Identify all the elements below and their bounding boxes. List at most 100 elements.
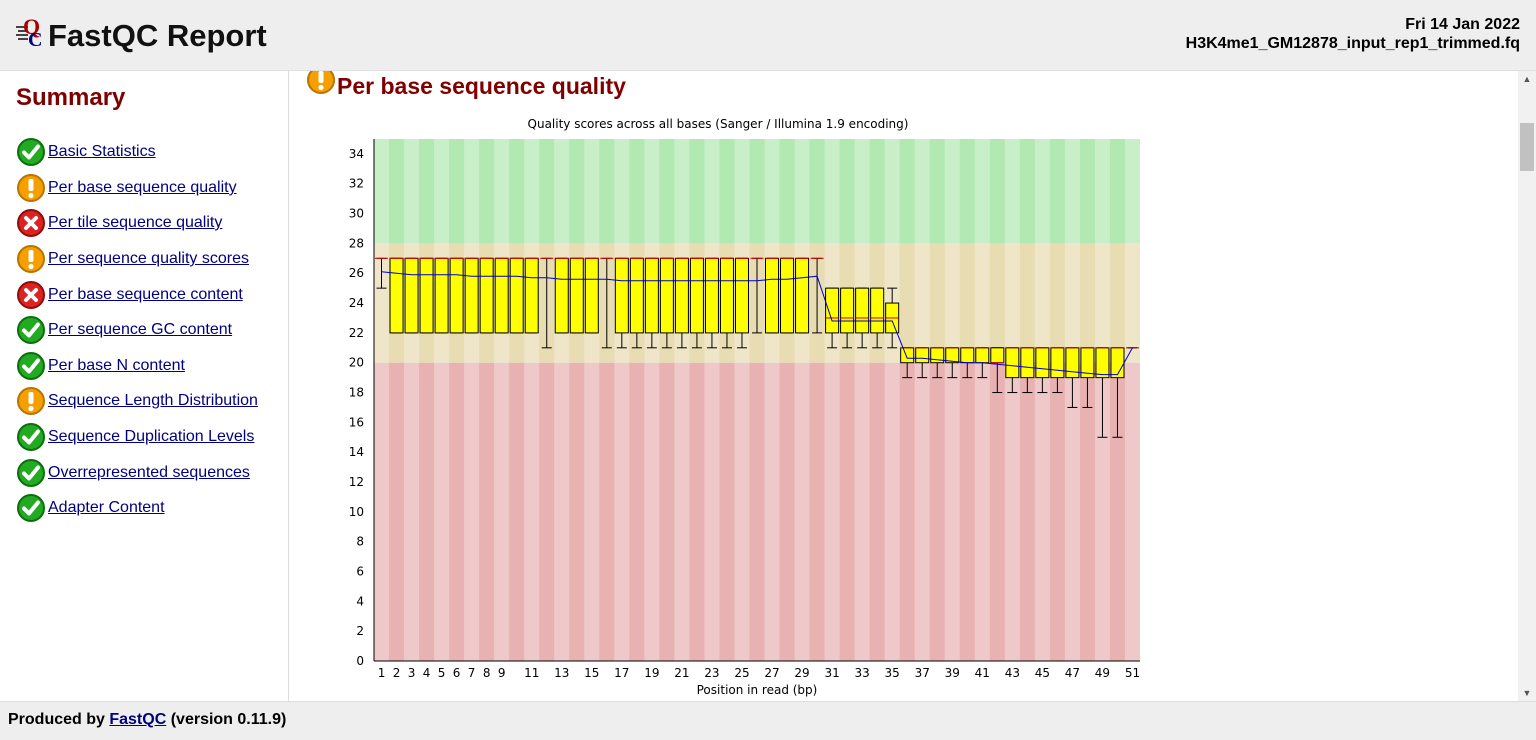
quartile-box [434, 257, 449, 334]
position-stripe [674, 139, 690, 661]
quartile-box [449, 257, 464, 334]
sidebar-item-per-tile-sequence-quality[interactable]: Per tile sequence quality [16, 207, 222, 239]
zone-bad [374, 362, 1140, 661]
sidebar-item-sequence-length-distribution[interactable]: Sequence Length Distribution [16, 385, 258, 417]
quartile-box [494, 257, 509, 334]
y-tick-label: 28 [349, 236, 364, 250]
y-tick-label: 26 [349, 266, 364, 280]
sidebar-item-per-base-n-content[interactable]: Per base N content [16, 350, 185, 382]
sidebar-item-label[interactable]: Sequence Duplication Levels [48, 428, 255, 445]
position-stripe [464, 139, 480, 661]
x-tick-label: 11 [524, 666, 539, 680]
position-stripe [914, 139, 930, 661]
x-tick-label: 39 [945, 666, 960, 680]
report-footer: Produced by FastQC (version 0.11.9) [0, 701, 1536, 740]
quartile-box [569, 257, 584, 334]
position-stripe [974, 139, 990, 661]
x-tick-label: 5 [438, 666, 446, 680]
y-tick-label: 10 [349, 505, 364, 519]
position-stripe [404, 139, 420, 661]
x-tick-label: 19 [644, 666, 659, 680]
y-tick-label: 22 [349, 326, 364, 340]
y-tick-label: 24 [349, 296, 364, 310]
x-tick-label: 27 [764, 666, 779, 680]
y-tick-label: 2 [356, 624, 364, 638]
x-tick-label: 37 [915, 666, 930, 680]
quartile-box [870, 287, 885, 334]
sidebar-item-label[interactable]: Per base sequence quality [48, 179, 237, 196]
position-stripe [944, 139, 960, 661]
summary-title: Summary [16, 84, 126, 111]
x-tick-label: 13 [554, 666, 569, 680]
x-tick-label: 45 [1035, 666, 1050, 680]
sidebar-item-overrepresented-sequences[interactable]: Overrepresented sequences [16, 457, 250, 489]
zone-good [374, 139, 1140, 244]
quartile-box [389, 257, 404, 334]
app-title: FastQC Report [48, 18, 267, 53]
sidebar-item-label[interactable]: Per base sequence content [48, 286, 243, 303]
quartile-box [1020, 347, 1035, 379]
quartile-box [1110, 347, 1125, 379]
quartile-box [1065, 347, 1080, 379]
pass-icon [17, 423, 45, 451]
warning-icon [307, 71, 335, 94]
x-tick-label: 1 [378, 666, 386, 680]
quartile-box [960, 347, 975, 364]
scroll-down-arrow-icon[interactable]: ▼ [1522, 688, 1532, 698]
x-tick-label: 7 [468, 666, 476, 680]
quartile-box [644, 257, 659, 334]
x-axis-ticks: 1 2 3 4 5 6 7 8 9 11 13 15 17 19 21 23 25 27 29 31 33 35 37 39 4… [378, 666, 1140, 680]
scrollbar-thumb[interactable] [1520, 123, 1534, 171]
sidebar-item-label[interactable]: Per sequence quality scores [48, 250, 249, 267]
x-tick-label: 47 [1065, 666, 1080, 680]
sidebar-item-label[interactable]: Per tile sequence quality [48, 214, 223, 231]
quartile-box [659, 257, 674, 334]
quartile-box [975, 347, 990, 364]
position-stripe [1124, 139, 1140, 661]
main-content: Per base sequence quality Quality scores… [289, 71, 1518, 701]
fail-icon [17, 281, 45, 309]
y-tick-label: 18 [349, 386, 364, 400]
pass-icon [17, 138, 45, 166]
sidebar-item-label[interactable]: Basic Statistics [48, 143, 156, 160]
x-tick-label: 17 [614, 666, 629, 680]
sidebar-item-adapter-content[interactable]: Adapter Content [16, 492, 165, 524]
sidebar-item-per-sequence-quality-scores[interactable]: Per sequence quality scores [16, 243, 249, 275]
boxplot-series [375, 257, 1139, 438]
sidebar-item-per-sequence-gc-content[interactable]: Per sequence GC content [16, 314, 232, 346]
position-stripe [734, 139, 750, 661]
vertical-scrollbar[interactable]: ▲ ▼ [1518, 71, 1536, 701]
quartile-box [704, 257, 719, 334]
quartile-box [734, 257, 749, 334]
sidebar-item-label[interactable]: Adapter Content [48, 499, 165, 516]
y-tick-label: 8 [356, 535, 364, 549]
sidebar-item-basic-statistics[interactable]: Basic Statistics [16, 136, 156, 168]
position-stripe [1004, 139, 1020, 661]
position-stripe [614, 139, 630, 661]
x-axis-label: Position in read (bp) [697, 683, 818, 697]
quartile-box [554, 257, 569, 334]
y-tick-label: 4 [356, 594, 364, 608]
x-tick-label: 29 [794, 666, 809, 680]
scroll-up-arrow-icon[interactable]: ▲ [1522, 74, 1532, 84]
pass-icon [17, 494, 45, 522]
sidebar-item-label[interactable]: Per sequence GC content [48, 321, 233, 338]
quartile-box [689, 257, 704, 334]
quartile-box [855, 287, 870, 334]
quality-zones [374, 139, 1140, 661]
y-tick-label: 6 [356, 565, 364, 579]
sidebar-item-label[interactable]: Per base N content [48, 357, 185, 374]
quartile-box [1050, 347, 1065, 379]
y-tick-label: 20 [349, 356, 364, 370]
quartile-box [1005, 347, 1020, 379]
x-tick-label: 23 [704, 666, 719, 680]
sidebar-item-per-base-sequence-quality[interactable]: Per base sequence quality [16, 172, 237, 204]
sidebar-item-per-base-sequence-content[interactable]: Per base sequence content [16, 279, 243, 311]
fastqc-link[interactable]: FastQC [109, 711, 167, 728]
quartile-box [524, 257, 539, 334]
sidebar-item-label[interactable]: Overrepresented sequences [48, 464, 250, 481]
report-date: Fri 14 Jan 2022 [1405, 16, 1520, 33]
sidebar-item-sequence-duplication-levels[interactable]: Sequence Duplication Levels [16, 421, 254, 453]
sidebar-item-label[interactable]: Sequence Length Distribution [48, 392, 258, 409]
x-tick-label: 6 [453, 666, 461, 680]
